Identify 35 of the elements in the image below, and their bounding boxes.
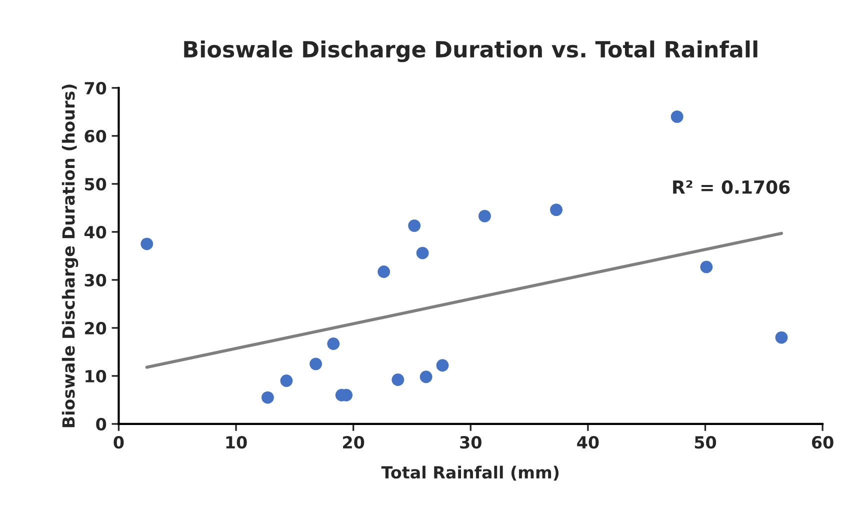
- y-tick-label: 50: [85, 178, 106, 190]
- x-tick-label: 60: [812, 436, 834, 449]
- y-tick-label: 20: [85, 322, 106, 334]
- y-tick-label: 0: [96, 418, 106, 431]
- point: [420, 370, 432, 384]
- point: [700, 260, 713, 274]
- y-tick-label: 40: [84, 226, 106, 238]
- y-tick-label: 30: [84, 274, 106, 286]
- y-tick-label: 70: [84, 82, 106, 94]
- point: [310, 358, 322, 370]
- point: [775, 331, 788, 344]
- y-tick-label: 10: [86, 370, 106, 382]
- point: [550, 204, 562, 216]
- x-tick-label: 40: [577, 436, 599, 449]
- point: [478, 210, 491, 222]
- point: [140, 238, 154, 250]
- chart-title: Bioswale Discharge Duration vs. Total Rainfall: [184, 40, 758, 62]
- x-tick-label: 50: [694, 436, 716, 449]
- point: [670, 110, 684, 123]
- x-axis-title: Total Rainfall (mm): [381, 466, 559, 481]
- point: [261, 391, 274, 404]
- y-tick-label: 60: [84, 130, 106, 142]
- x-tick-label: 30: [460, 436, 482, 449]
- x-tick-label: 10: [226, 436, 247, 449]
- point: [378, 266, 390, 278]
- point: [392, 374, 404, 386]
- x-tick-label: 0: [114, 436, 124, 449]
- point: [416, 246, 429, 260]
- point: [327, 338, 340, 350]
- x-tick-label: 20: [343, 436, 364, 449]
- point: [408, 219, 421, 232]
- point: [436, 359, 449, 372]
- point: [280, 374, 293, 387]
- annotation: R² = 0.1706: [673, 180, 790, 194]
- y-axis-title: Bioswale Discharge Duration (hours): [62, 84, 78, 428]
